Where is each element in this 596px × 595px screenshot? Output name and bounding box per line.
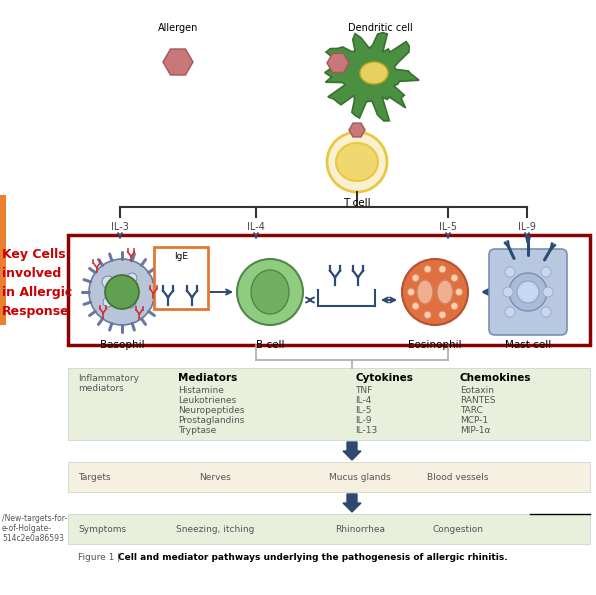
Circle shape [102, 276, 114, 288]
Circle shape [517, 281, 539, 303]
Ellipse shape [336, 143, 378, 181]
Text: Dendritic cell: Dendritic cell [347, 23, 412, 33]
Circle shape [455, 289, 462, 296]
Text: IL-9: IL-9 [518, 222, 536, 232]
Text: Mucus glands: Mucus glands [329, 472, 391, 481]
Text: Prostaglandins: Prostaglandins [178, 416, 244, 425]
Text: Congestion: Congestion [433, 525, 483, 534]
Text: MIP-1α: MIP-1α [460, 426, 491, 435]
Text: Figure 1 |: Figure 1 | [78, 553, 123, 562]
Text: Allergen: Allergen [158, 23, 198, 33]
Text: Targets: Targets [78, 472, 111, 481]
FancyBboxPatch shape [489, 249, 567, 335]
Text: Neuropeptides: Neuropeptides [178, 406, 244, 415]
Text: in Allergic: in Allergic [2, 286, 72, 299]
Text: IgE: IgE [174, 252, 188, 261]
Circle shape [541, 267, 551, 277]
Circle shape [412, 274, 419, 281]
Text: Cytokines: Cytokines [355, 373, 413, 383]
Text: Chemokines: Chemokines [460, 373, 532, 383]
Text: involved: involved [2, 267, 61, 280]
Ellipse shape [360, 62, 388, 84]
Text: e-of-Holgate-: e-of-Holgate- [2, 524, 52, 533]
FancyBboxPatch shape [154, 247, 208, 309]
Circle shape [424, 266, 431, 273]
FancyArrow shape [343, 442, 361, 460]
Text: Histamine: Histamine [178, 386, 224, 395]
Circle shape [439, 311, 446, 318]
Text: 514c2e0a86593: 514c2e0a86593 [2, 534, 64, 543]
Text: IL-4: IL-4 [355, 396, 371, 405]
Text: Eotaxin: Eotaxin [460, 386, 494, 395]
Circle shape [127, 273, 137, 283]
Circle shape [451, 303, 458, 309]
Circle shape [503, 287, 513, 297]
Bar [0, 195, 6, 325]
FancyBboxPatch shape [68, 235, 590, 345]
Text: Cell and mediator pathways underlying the pathogenesis of allergic rhinitis.: Cell and mediator pathways underlying th… [118, 553, 508, 562]
Text: Nerves: Nerves [199, 472, 231, 481]
Text: IL-5: IL-5 [439, 222, 457, 232]
Text: TNF: TNF [355, 386, 372, 395]
Text: IL-5: IL-5 [355, 406, 371, 415]
Bar [68, 514, 590, 544]
Text: Eosinophil: Eosinophil [408, 340, 462, 350]
Text: IL-13: IL-13 [355, 426, 377, 435]
Text: /New-targets-for-: /New-targets-for- [2, 514, 67, 523]
Text: Basophil: Basophil [100, 340, 144, 350]
Polygon shape [325, 33, 419, 121]
Text: T cell: T cell [343, 198, 371, 208]
Circle shape [237, 259, 303, 325]
Circle shape [408, 289, 414, 296]
Text: TARC: TARC [460, 406, 483, 415]
Circle shape [541, 307, 551, 317]
Circle shape [117, 287, 127, 297]
Circle shape [412, 303, 419, 309]
Circle shape [89, 259, 155, 325]
Text: Sneezing, itching: Sneezing, itching [176, 525, 254, 534]
Text: Key Cells: Key Cells [2, 248, 66, 261]
Text: RANTES: RANTES [460, 396, 495, 405]
Text: Response: Response [2, 305, 70, 318]
Circle shape [509, 273, 547, 311]
Circle shape [124, 296, 136, 308]
Text: B cell: B cell [256, 340, 284, 350]
Text: MCP-1: MCP-1 [460, 416, 488, 425]
Circle shape [439, 266, 446, 273]
Text: Symptoms: Symptoms [78, 525, 126, 534]
Text: IL-3: IL-3 [111, 222, 129, 232]
Circle shape [103, 297, 113, 307]
Text: Rhinorrhea: Rhinorrhea [335, 525, 385, 534]
Circle shape [543, 287, 553, 297]
Text: Inflammatory
mediators: Inflammatory mediators [78, 374, 139, 393]
Circle shape [424, 311, 431, 318]
Ellipse shape [251, 270, 289, 314]
Circle shape [327, 132, 387, 192]
Text: Mast cell: Mast cell [505, 340, 551, 350]
Text: IL-9: IL-9 [355, 416, 371, 425]
Circle shape [402, 259, 468, 325]
Text: Mediators: Mediators [178, 373, 237, 383]
Text: Tryptase: Tryptase [178, 426, 216, 435]
Text: Blood vessels: Blood vessels [427, 472, 489, 481]
Circle shape [505, 307, 515, 317]
Bar [68, 368, 590, 440]
Circle shape [105, 275, 139, 309]
Text: Leukotrienes: Leukotrienes [178, 396, 236, 405]
Text: IL-4: IL-4 [247, 222, 265, 232]
FancyArrow shape [343, 494, 361, 512]
Bar [68, 462, 590, 492]
Circle shape [451, 274, 458, 281]
Circle shape [505, 267, 515, 277]
Ellipse shape [437, 280, 453, 304]
Ellipse shape [417, 280, 433, 304]
